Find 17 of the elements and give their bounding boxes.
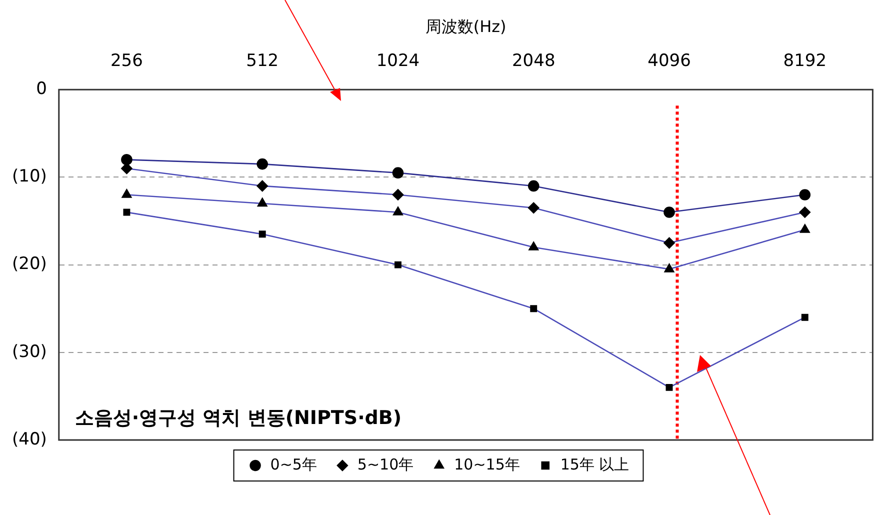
legend-label: 10~15年	[454, 455, 520, 474]
annotation: 소음성·영구성 역치 변동(NIPTS·dB)	[74, 407, 402, 429]
x-tick-label: 4096	[648, 50, 691, 71]
legend-label: 5~10年	[357, 455, 414, 474]
x-axis-title: 周波数(Hz)	[425, 16, 506, 36]
legend-label: 0~5年	[270, 455, 317, 474]
y-tick-label: 0	[36, 79, 47, 100]
y-tick-label: (40)	[12, 429, 47, 450]
legend-label: 15年 以上	[560, 455, 630, 474]
y-tick-label: (20)	[12, 254, 47, 274]
y-tick-label: (10)	[12, 166, 47, 187]
y-tick-label: (30)	[12, 342, 47, 362]
x-tick-label: 1024	[376, 50, 420, 71]
x-tick-label: 8192	[783, 50, 827, 71]
x-tick-label: 512	[246, 50, 279, 71]
x-tick-label: 2048	[512, 50, 556, 71]
x-tick-label: 256	[110, 50, 143, 71]
